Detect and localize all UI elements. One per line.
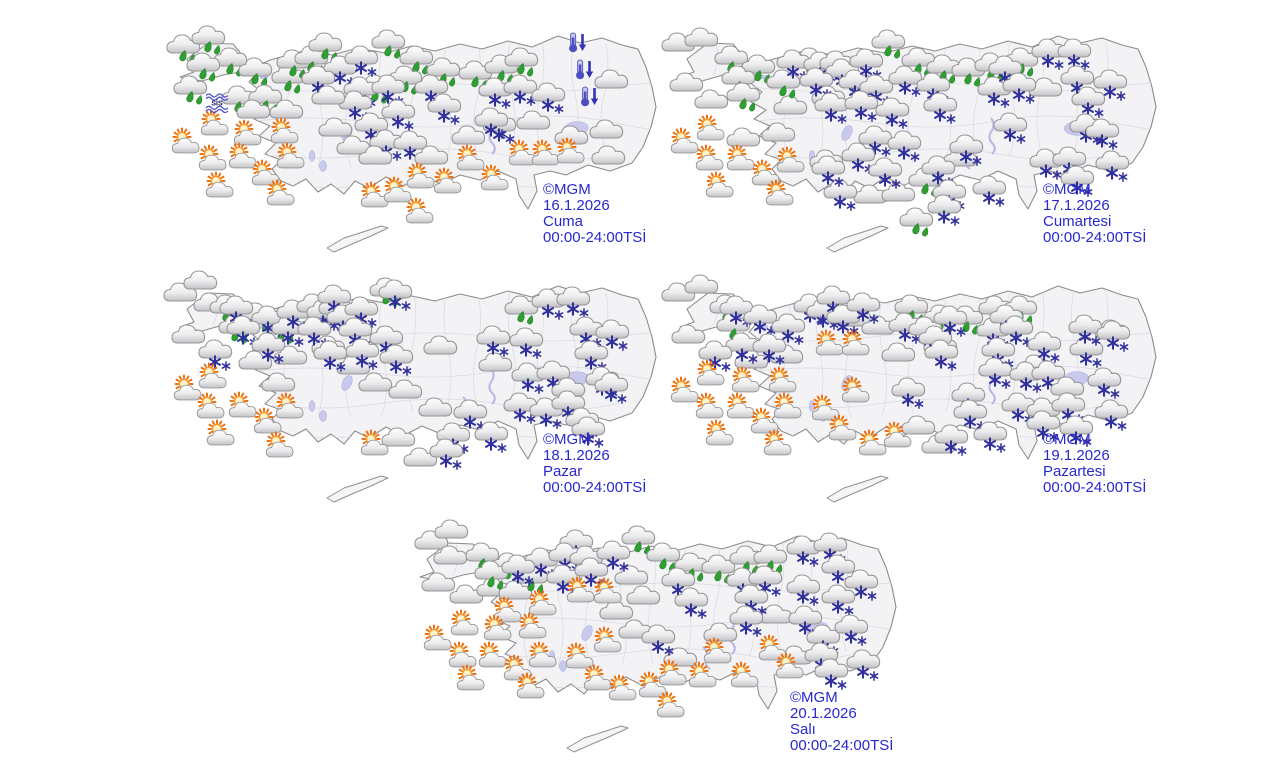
partly-sunny-icon [229,143,256,167]
forecast-time-range: 00:00-24:00TSİ [543,479,647,496]
forecast-date: 19.1.2026 [1043,447,1110,464]
map-label: ©MGM 19.1.2026 Pazartesi 00:00-24:00TSİ [1043,432,1146,496]
partly-sunny-icon [229,392,256,416]
snow-icon [973,176,1006,206]
partly-sunny-icon [172,128,199,152]
partly-sunny-icon [234,120,261,144]
forecast-map-friday: ©MGM 16.1.2026 Cuma 00:00-24:00TSİ [160,15,660,265]
partly-sunny-icon [201,110,228,134]
partly-sunny-icon [727,393,754,417]
snow-icon [199,340,232,370]
partly-sunny-icon [197,393,224,417]
partly-sunny-icon [764,430,791,454]
forecast-day: Pazar [543,463,583,480]
partly-sunny-icon [207,420,234,444]
copyright: ©MGM [543,431,591,448]
partly-sunny-icon [727,145,754,169]
forecast-date: 17.1.2026 [1043,197,1110,214]
partly-sunny-icon [449,642,476,666]
copyright: ©MGM [543,181,591,198]
partly-sunny-icon [479,642,506,666]
partly-sunny-icon [697,115,724,139]
partly-sunny-icon [706,420,733,444]
partly-sunny-icon [451,610,478,634]
forecast-map-monday: ©MGM 19.1.2026 Pazartesi 00:00-24:00TSİ [660,265,1160,515]
partly-sunny-icon [671,377,698,401]
forecast-date: 18.1.2026 [543,447,610,464]
partly-sunny-icon [266,432,293,456]
cloud-icon [685,28,718,46]
forecast-time-range: 00:00-24:00TSİ [1043,229,1147,246]
copyright: ©MGM [1043,431,1091,448]
map-label: ©MGM 18.1.2026 Pazar 00:00-24:00TSİ [543,432,646,496]
forecast-date: 16.1.2026 [543,197,610,214]
cloud-icon [435,520,468,538]
map-label: ©MGM 17.1.2026 Cumartesi 00:00-24:00TSİ [1043,182,1146,246]
forecast-map-sunday: ©MGM 18.1.2026 Pazar 00:00-24:00TSİ [160,265,660,515]
forecast-map-tuesday: ©MGM 20.1.2026 Salı 00:00-24:00TSİ [400,515,900,765]
partly-sunny-icon [406,198,433,222]
cloud-icon [685,275,718,293]
partly-sunny-icon [706,172,733,196]
partly-sunny-icon [206,172,233,196]
partly-sunny-icon [457,665,484,689]
map-label: ©MGM 16.1.2026 Cuma 00:00-24:00TSİ [543,182,646,246]
map-label: ©MGM 20.1.2026 Salı 00:00-24:00TSİ [790,690,893,754]
partly-sunny-icon [697,360,724,384]
partly-sunny-icon [174,375,201,399]
forecast-day: Cumartesi [1043,213,1112,230]
copyright: ©MGM [790,689,838,706]
partly-sunny-icon [696,145,723,169]
partly-sunny-icon [696,393,723,417]
forecast-map-saturday: ©MGM 17.1.2026 Cumartesi 00:00-24:00TSİ [660,15,1160,265]
forecast-day: Cuma [543,213,584,230]
forecast-date: 20.1.2026 [790,705,857,722]
partly-sunny-icon [199,363,226,387]
rain-icon [900,208,933,237]
cloud-icon [727,128,760,146]
copyright: ©MGM [1043,181,1091,198]
partly-sunny-icon [424,625,451,649]
cloud-icon [184,271,217,289]
rain-icon [727,83,760,112]
forecast-time-range: 00:00-24:00TSİ [543,229,647,246]
partly-sunny-icon [199,145,226,169]
forecast-day: Salı [790,721,816,738]
partly-sunny-icon [732,367,759,391]
partly-sunny-icon [671,128,698,152]
forecast-time-range: 00:00-24:00TSİ [1043,479,1147,496]
forecast-time-range: 00:00-24:00TSİ [790,737,894,754]
forecast-day: Pazartesi [1043,463,1106,480]
cloud-icon [695,90,728,108]
